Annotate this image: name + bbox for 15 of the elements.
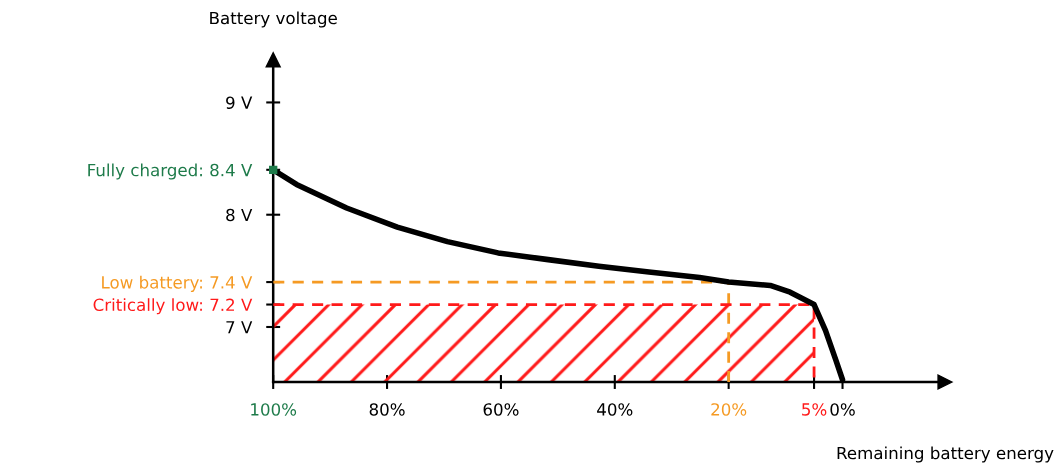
x-axis-title: Remaining battery energy — [837, 446, 1054, 463]
x-tick-label: 80% — [369, 403, 405, 416]
x-tick-label: 60% — [483, 403, 519, 416]
y-tick-label: Fully charged: 8.4 V — [88, 163, 253, 180]
x-tick-label: 5% — [802, 403, 827, 416]
y-tick-label: 8 V — [226, 208, 253, 222]
y-tick-label: Low battery: 7.4 V — [102, 275, 253, 292]
x-tick-label: 40% — [597, 403, 633, 416]
y-tick-label: 9 V — [226, 96, 253, 110]
y-axis-title: Battery voltage — [210, 11, 337, 28]
x-tick-label: 20% — [711, 403, 747, 416]
x-tick-label: 100% — [251, 403, 297, 416]
x-tick-label: 0% — [830, 403, 855, 416]
y-tick-label: 7 V — [226, 321, 253, 334]
y-tick-label: Critically low: 7.2 V — [93, 298, 253, 315]
